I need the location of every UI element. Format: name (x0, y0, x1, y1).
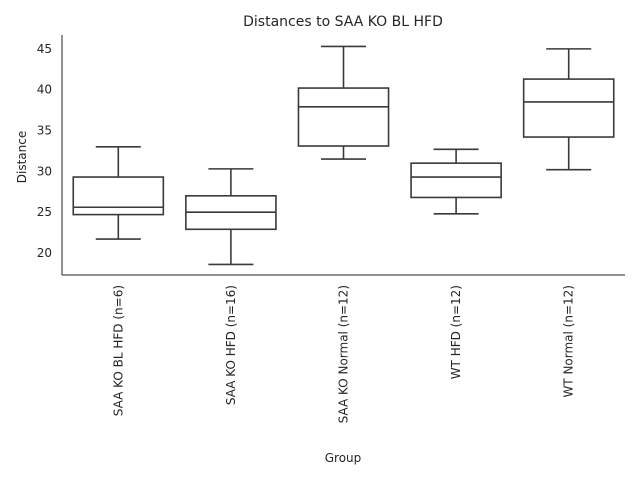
iqr-box (522, 78, 615, 138)
iqr-box (72, 176, 165, 216)
x-tick-label: SAA KO BL HFD (n=6) (111, 285, 125, 416)
x-tick-label: SAA KO Normal (n=12) (337, 285, 351, 423)
boxes (72, 45, 615, 266)
box-group (410, 148, 502, 215)
box-group (297, 45, 390, 160)
y-tick-label: 20 (37, 246, 52, 260)
y-tick-label: 25 (37, 205, 52, 219)
y-tick-label: 35 (37, 124, 52, 138)
y-tick-labels: 20 25 30 35 40 45 (37, 42, 52, 260)
y-tick-label: 30 (37, 164, 52, 178)
x-axis-label: Group (325, 451, 362, 465)
y-tick-label: 40 (37, 83, 52, 97)
x-tick-label: WT HFD (n=12) (449, 285, 463, 379)
box-group (522, 48, 615, 171)
iqr-box (297, 87, 390, 147)
chart-title: Distances to SAA KO BL HFD (243, 14, 443, 30)
box-group (72, 146, 165, 240)
box-group (185, 168, 277, 266)
iqr-box (410, 162, 502, 199)
x-tick-label: WT Normal (n=12) (562, 285, 576, 398)
x-tick-labels: SAA KO BL HFD (n=6) SAA KO HFD (n=16) SAA … (111, 285, 575, 423)
y-axis-label: Distance (15, 131, 29, 183)
y-tick-label: 45 (37, 42, 52, 56)
x-tick-label: SAA KO HFD (n=16) (224, 285, 238, 405)
